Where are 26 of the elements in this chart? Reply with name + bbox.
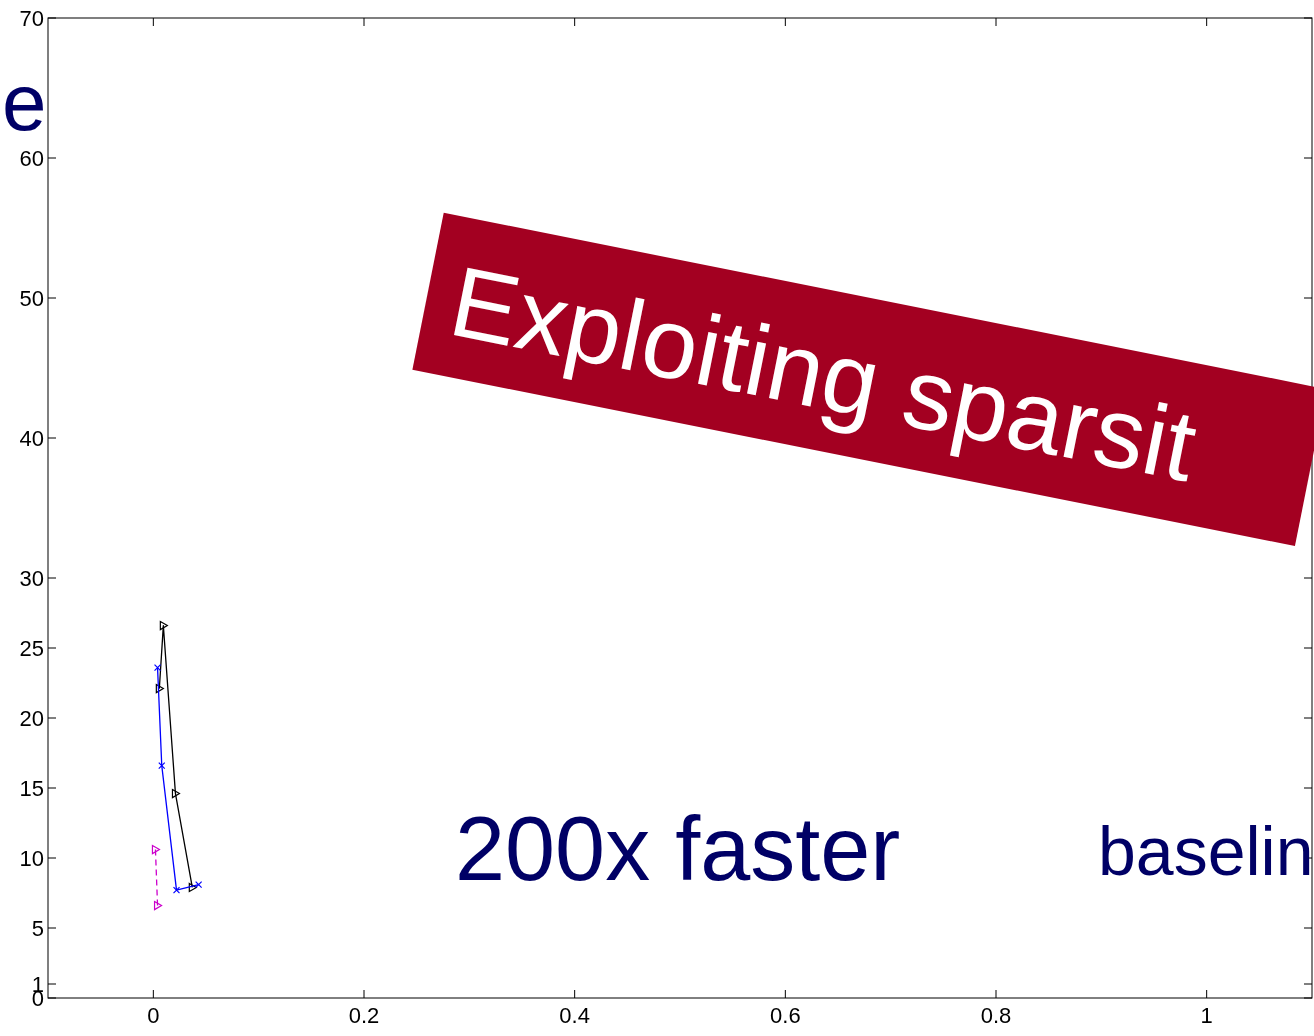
x-tick-label: 1 <box>1200 1003 1213 1028</box>
text: e <box>2 58 47 147</box>
annotation: baselin <box>1098 813 1314 889</box>
y-tick-label: 50 <box>19 286 44 311</box>
point <box>159 621 168 631</box>
x-tick-label: 0.4 <box>559 1003 590 1028</box>
point <box>171 789 181 799</box>
y-tick-label: 10 <box>19 846 44 871</box>
y-tick-label: 60 <box>19 146 44 171</box>
y-tick-label: 20 <box>19 706 44 731</box>
x-tick-label: 0.2 <box>348 1003 380 1028</box>
x-tick-label: 0.8 <box>980 1003 1012 1028</box>
point <box>188 882 197 892</box>
y-tick-label: 25 <box>19 636 44 661</box>
x-tick-label: 0.6 <box>770 1003 801 1028</box>
annotation: Exploiting sparsit <box>441 244 1206 503</box>
point <box>155 684 164 694</box>
y-tick-label: 5 <box>31 916 44 941</box>
y-tick-label: 40 <box>19 426 44 451</box>
y-tick-label: 15 <box>19 776 44 801</box>
x-tick-label: 0 <box>147 1003 160 1028</box>
point <box>158 762 166 770</box>
y-tick-label: 30 <box>19 566 44 591</box>
annotation: 200x faster <box>455 799 901 899</box>
point <box>172 886 181 894</box>
y-tick-label: 70 <box>19 6 44 31</box>
